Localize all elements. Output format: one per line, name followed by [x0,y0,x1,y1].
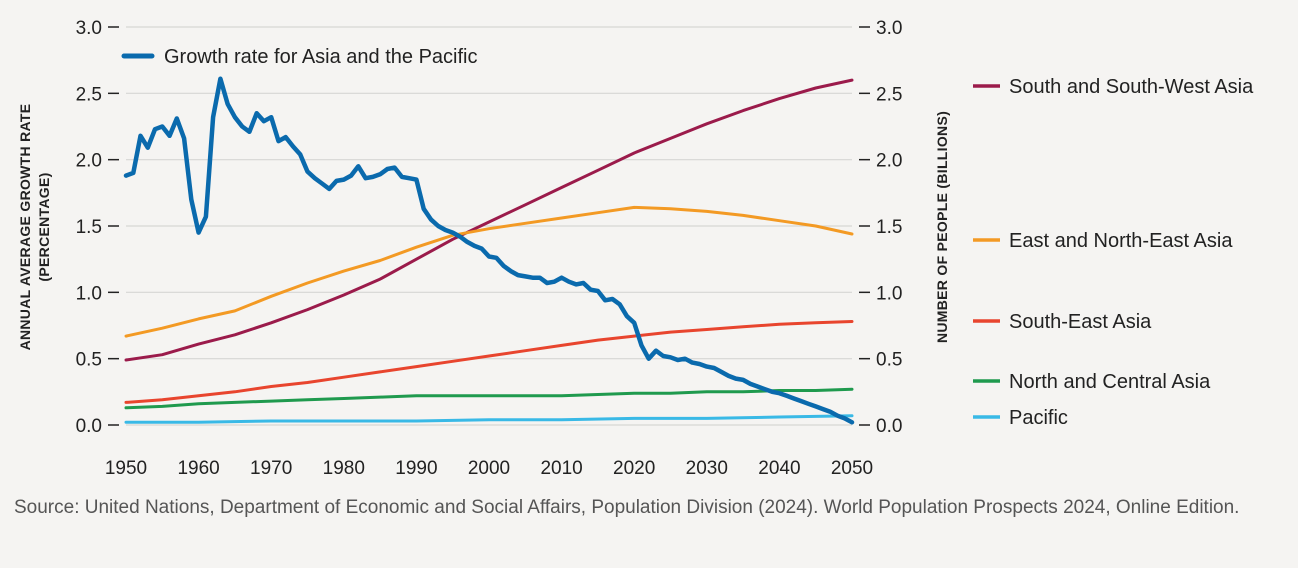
right-axis-ticks: 3.0 2.5 2.0 1.5 1.0 0.5 0.0 [859,18,902,437]
left-axis-title-line1: ANNUAL AVERAGE GROWTH RATE [17,104,33,351]
legend-label: South-East Asia [1009,311,1152,333]
left-tick-label: 1.5 [76,217,102,238]
x-tick-label: 2020 [613,458,655,479]
x-tick-label: 1970 [250,458,292,479]
left-tick-label: 1.0 [76,283,102,304]
x-tick-label: 1950 [105,458,147,479]
x-tick-label: 2030 [686,458,728,479]
right-axis-title: NUMBER OF PEOPLE (BILLIONS) [934,111,950,343]
left-tick-label: 0.0 [76,416,102,437]
right-tick-label: 0.0 [876,416,902,437]
series-line-south-and-south-west-asia [124,78,854,362]
left-axis-title-line2: (PERCENTAGE) [36,172,52,281]
series-lines [123,76,855,425]
x-tick-label: 2010 [540,458,582,479]
left-tick-label: 2.0 [76,151,102,172]
left-tick-label: 2.5 [76,84,102,105]
source-note: Source: United Nations, Department of Ec… [14,497,1240,518]
x-tick-label: 1980 [323,458,365,479]
right-tick-label: 2.0 [876,151,902,172]
right-tick-label: 3.0 [876,18,902,39]
x-tick-label: 2050 [831,458,873,479]
series-line-east-and-north-east-asia [124,205,854,338]
left-tick-label: 0.5 [76,350,102,371]
legend-label: Pacific [1009,407,1068,429]
series-line-south-east-asia [124,320,854,404]
right-legend: South and South-West Asia East and North-… [973,76,1254,429]
x-tick-label: 2000 [468,458,510,479]
legend-label: South and South-West Asia [1009,76,1254,98]
series-line-pacific [124,414,854,424]
legend-label: North and Central Asia [1009,371,1211,393]
right-tick-label: 0.5 [876,350,902,371]
x-tick-label: 2040 [758,458,800,479]
right-tick-label: 2.5 [876,84,902,105]
inside-legend: Growth rate for Asia and the Pacific [121,46,478,68]
gridlines [126,26,852,426]
inside-legend-label: Growth rate for Asia and the Pacific [164,46,478,68]
series-line-growth-rate-for-asia-and-the-pacific [123,76,855,425]
x-tick-label: 1990 [395,458,437,479]
series-line-north-and-central-asia [124,387,854,410]
legend-label: East and North-East Asia [1009,230,1233,252]
x-tick-label: 1960 [177,458,219,479]
left-tick-label: 3.0 [76,18,102,39]
x-axis-ticks: 1950 1960 1970 1980 1990 2000 2010 2020 2030 2040… [105,458,873,479]
right-tick-label: 1.0 [876,283,902,304]
right-tick-label: 1.5 [876,217,902,238]
left-axis-ticks: 3.0 2.5 2.0 1.5 1.0 0.5 0.0 [76,18,119,437]
growth-population-chart: 3.0 2.5 2.0 1.5 1.0 0.5 0.0 3.0 2.5 2.0 1.5 1.0 0.5… [17,18,1254,479]
